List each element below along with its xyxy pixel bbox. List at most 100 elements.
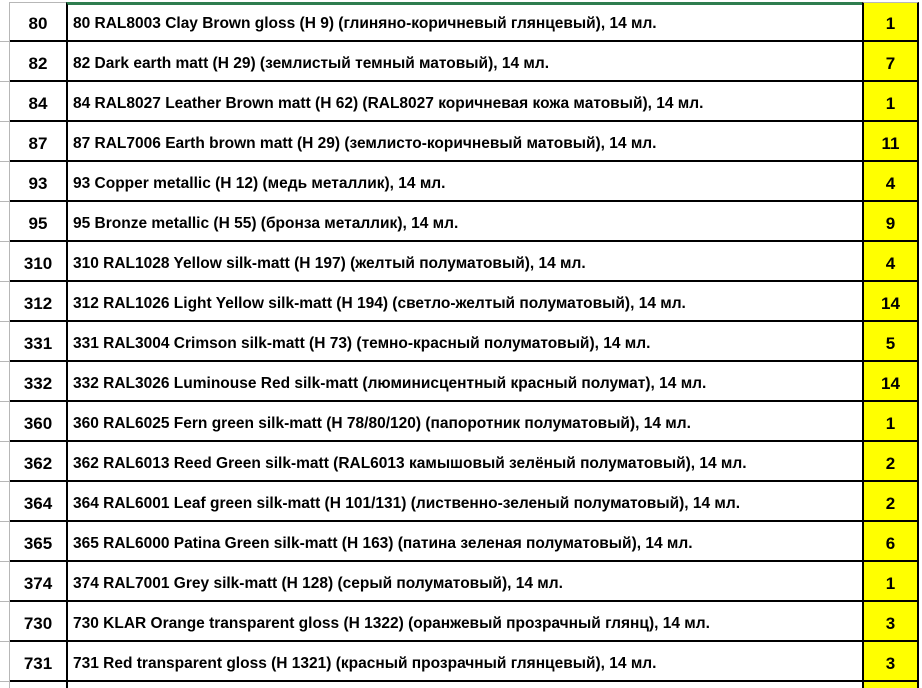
description-cell[interactable]: 374 RAL7001 Grey silk-matt (H 128) (серы… — [66, 562, 862, 602]
code-cell[interactable]: 364 — [10, 482, 66, 522]
quantity-cell[interactable]: 14 — [862, 282, 919, 322]
description-cell[interactable]: 365 RAL6000 Patina Green silk-matt (H 16… — [66, 522, 862, 562]
left-margin-cell — [0, 122, 10, 162]
description-cell[interactable]: 730 KLAR Orange transparent gloss (H 132… — [66, 602, 862, 642]
description-cell[interactable]: 84 RAL8027 Leather Brown matt (H 62) (RA… — [66, 82, 862, 122]
table-row: 374 374 RAL7001 Grey silk-matt (H 128) (… — [0, 562, 922, 602]
quantity-cell[interactable]: 3 — [862, 642, 919, 682]
table-row: 731 731 Red transparent gloss (H 1321) (… — [0, 642, 922, 682]
table-row — [0, 682, 922, 688]
code-cell[interactable]: 87 — [10, 122, 66, 162]
left-margin-cell — [0, 562, 10, 602]
right-margin-cell — [919, 162, 922, 202]
code-cell[interactable]: 84 — [10, 82, 66, 122]
description-cell[interactable]: 312 RAL1026 Light Yellow silk-matt (H 19… — [66, 282, 862, 322]
quantity-cell[interactable] — [862, 682, 919, 688]
right-margin-cell — [919, 402, 922, 442]
code-cell[interactable]: 731 — [10, 642, 66, 682]
quantity-cell[interactable]: 2 — [862, 482, 919, 522]
table-row: 362 362 RAL6013 Reed Green silk-matt (RA… — [0, 442, 922, 482]
code-cell[interactable]: 332 — [10, 362, 66, 402]
left-margin-cell — [0, 482, 10, 522]
quantity-cell[interactable]: 4 — [862, 242, 919, 282]
code-cell[interactable]: 360 — [10, 402, 66, 442]
quantity-cell[interactable]: 11 — [862, 122, 919, 162]
quantity-cell[interactable]: 14 — [862, 362, 919, 402]
left-margin-cell — [0, 322, 10, 362]
right-margin-cell — [919, 522, 922, 562]
description-cell[interactable]: 95 Bronze metallic (H 55) (бронза металл… — [66, 202, 862, 242]
table-row: 332 332 RAL3026 Luminouse Red silk-matt … — [0, 362, 922, 402]
table-row: 364 364 RAL6001 Leaf green silk-matt (H … — [0, 482, 922, 522]
table-row: 87 87 RAL7006 Earth brown matt (H 29) (з… — [0, 122, 922, 162]
code-cell[interactable]: 82 — [10, 42, 66, 82]
left-margin-cell — [0, 202, 10, 242]
right-margin-cell — [919, 202, 922, 242]
quantity-cell[interactable]: 6 — [862, 522, 919, 562]
left-margin-cell — [0, 2, 10, 42]
quantity-cell[interactable]: 1 — [862, 2, 919, 42]
quantity-cell[interactable]: 7 — [862, 42, 919, 82]
code-cell[interactable]: 80 — [10, 2, 66, 42]
left-margin-cell — [0, 402, 10, 442]
description-cell[interactable]: 310 RAL1028 Yellow silk-matt (H 197) (же… — [66, 242, 862, 282]
code-cell[interactable]: 374 — [10, 562, 66, 602]
right-margin-cell — [919, 562, 922, 602]
right-margin-cell — [919, 282, 922, 322]
quantity-cell[interactable]: 4 — [862, 162, 919, 202]
right-margin-cell — [919, 122, 922, 162]
left-margin-cell — [0, 42, 10, 82]
right-margin-cell — [919, 602, 922, 642]
left-margin-cell — [0, 362, 10, 402]
table-row: 80 80 RAL8003 Clay Brown gloss (H 9) (гл… — [0, 2, 922, 42]
code-cell[interactable]: 95 — [10, 202, 66, 242]
left-margin-cell — [0, 442, 10, 482]
description-cell[interactable]: 93 Copper metallic (H 12) (медь металлик… — [66, 162, 862, 202]
left-margin-cell — [0, 682, 10, 688]
code-cell[interactable]: 93 — [10, 162, 66, 202]
right-margin-cell — [919, 482, 922, 522]
quantity-cell[interactable]: 1 — [862, 402, 919, 442]
quantity-cell[interactable]: 3 — [862, 602, 919, 642]
left-margin-cell — [0, 602, 10, 642]
code-cell[interactable]: 331 — [10, 322, 66, 362]
description-cell[interactable]: 331 RAL3004 Crimson silk-matt (H 73) (те… — [66, 322, 862, 362]
quantity-cell[interactable]: 1 — [862, 82, 919, 122]
code-cell[interactable]: 730 — [10, 602, 66, 642]
quantity-cell[interactable]: 1 — [862, 562, 919, 602]
table-row: 312 312 RAL1026 Light Yellow silk-matt (… — [0, 282, 922, 322]
right-margin-cell — [919, 2, 922, 42]
description-cell[interactable] — [66, 682, 862, 688]
description-cell[interactable]: 360 RAL6025 Fern green silk-matt (H 78/8… — [66, 402, 862, 442]
description-cell[interactable]: 332 RAL3026 Luminouse Red silk-matt (люм… — [66, 362, 862, 402]
quantity-cell[interactable]: 2 — [862, 442, 919, 482]
description-cell[interactable]: 362 RAL6013 Reed Green silk-matt (RAL601… — [66, 442, 862, 482]
description-cell[interactable]: 364 RAL6001 Leaf green silk-matt (H 101/… — [66, 482, 862, 522]
code-cell[interactable] — [10, 682, 66, 688]
left-margin-cell — [0, 642, 10, 682]
left-margin-cell — [0, 82, 10, 122]
description-cell[interactable]: 82 Dark earth matt (H 29) (землистый тем… — [66, 42, 862, 82]
table-row: 310 310 RAL1028 Yellow silk-matt (H 197)… — [0, 242, 922, 282]
left-margin-cell — [0, 282, 10, 322]
code-cell[interactable]: 365 — [10, 522, 66, 562]
table-row: 93 93 Copper metallic (H 12) (медь метал… — [0, 162, 922, 202]
code-cell[interactable]: 362 — [10, 442, 66, 482]
description-cell[interactable]: 80 RAL8003 Clay Brown gloss (H 9) (глиня… — [66, 2, 862, 42]
right-margin-cell — [919, 642, 922, 682]
code-cell[interactable]: 310 — [10, 242, 66, 282]
right-margin-cell — [919, 82, 922, 122]
quantity-cell[interactable]: 5 — [862, 322, 919, 362]
code-cell[interactable]: 312 — [10, 282, 66, 322]
table-row: 84 84 RAL8027 Leather Brown matt (H 62) … — [0, 82, 922, 122]
right-margin-cell — [919, 322, 922, 362]
left-margin-cell — [0, 162, 10, 202]
table-row: 365 365 RAL6000 Patina Green silk-matt (… — [0, 522, 922, 562]
table-row: 95 95 Bronze metallic (H 55) (бронза мет… — [0, 202, 922, 242]
description-cell[interactable]: 731 Red transparent gloss (H 1321) (крас… — [66, 642, 862, 682]
quantity-cell[interactable]: 9 — [862, 202, 919, 242]
table-row: 331 331 RAL3004 Crimson silk-matt (H 73)… — [0, 322, 922, 362]
table-row: 730 730 KLAR Orange transparent gloss (H… — [0, 602, 922, 642]
description-cell[interactable]: 87 RAL7006 Earth brown matt (H 29) (земл… — [66, 122, 862, 162]
